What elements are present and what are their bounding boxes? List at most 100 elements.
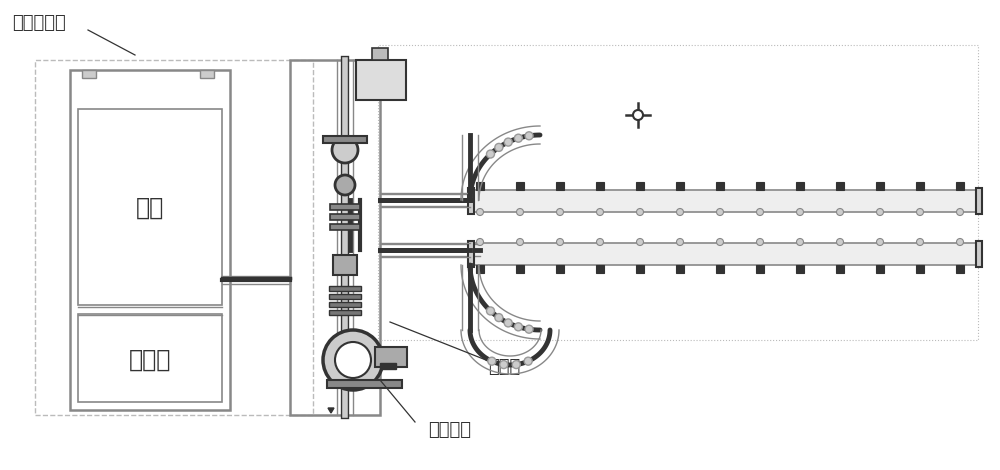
Circle shape <box>956 238 964 245</box>
Bar <box>330 204 360 210</box>
Circle shape <box>757 209 764 216</box>
Circle shape <box>916 209 924 216</box>
Bar <box>916 182 924 190</box>
Circle shape <box>477 238 484 245</box>
Text: 复合冷却塔: 复合冷却塔 <box>12 14 66 32</box>
Bar <box>470 190 980 212</box>
Bar <box>556 182 564 190</box>
Bar <box>756 265 764 273</box>
Circle shape <box>836 238 844 245</box>
Bar <box>476 265 484 273</box>
Circle shape <box>516 238 524 245</box>
Polygon shape <box>328 408 334 413</box>
Bar <box>596 265 604 273</box>
Bar <box>35 60 313 415</box>
Bar <box>333 255 357 275</box>
Bar <box>82 70 96 78</box>
Text: 分配器: 分配器 <box>488 358 520 376</box>
Circle shape <box>335 342 371 378</box>
Bar <box>470 243 980 265</box>
Bar <box>330 224 360 230</box>
Bar <box>200 70 214 78</box>
Bar <box>329 302 361 307</box>
Circle shape <box>836 209 844 216</box>
Circle shape <box>596 238 604 245</box>
Circle shape <box>495 313 503 321</box>
Circle shape <box>757 238 764 245</box>
Bar <box>836 265 844 273</box>
Bar <box>323 136 367 143</box>
Bar <box>476 182 484 190</box>
Text: 风机: 风机 <box>136 196 164 220</box>
Bar <box>836 182 844 190</box>
Bar <box>596 182 604 190</box>
Circle shape <box>876 238 884 245</box>
Circle shape <box>525 325 533 333</box>
Bar <box>468 241 474 267</box>
Bar <box>676 265 684 273</box>
Circle shape <box>525 132 533 140</box>
Bar <box>329 310 361 315</box>
Bar <box>327 380 402 388</box>
Circle shape <box>335 175 355 195</box>
Circle shape <box>487 150 495 158</box>
Bar <box>78 109 222 305</box>
Bar <box>556 265 564 273</box>
Bar <box>356 60 406 100</box>
Bar <box>70 70 230 410</box>
Bar <box>956 182 964 190</box>
Circle shape <box>596 209 604 216</box>
Bar <box>796 265 804 273</box>
Circle shape <box>495 143 503 151</box>
Circle shape <box>487 307 495 315</box>
Bar <box>380 363 396 369</box>
Bar <box>876 182 884 190</box>
Bar <box>375 347 407 367</box>
Circle shape <box>637 238 644 245</box>
Circle shape <box>516 209 524 216</box>
Bar <box>636 265 644 273</box>
Circle shape <box>323 330 383 390</box>
Bar <box>516 265 524 273</box>
Circle shape <box>514 134 522 142</box>
Circle shape <box>637 209 644 216</box>
Circle shape <box>796 209 804 216</box>
Circle shape <box>514 323 522 331</box>
Bar <box>716 182 724 190</box>
Circle shape <box>512 360 520 368</box>
Circle shape <box>796 238 804 245</box>
Bar <box>329 294 361 299</box>
Bar <box>676 182 684 190</box>
Circle shape <box>488 357 496 365</box>
Bar <box>329 286 361 291</box>
Text: 柜外管路: 柜外管路 <box>429 421 472 439</box>
Bar <box>756 182 764 190</box>
Bar <box>796 182 804 190</box>
Bar <box>372 48 388 60</box>
Bar <box>956 265 964 273</box>
Text: 散热器: 散热器 <box>129 348 171 372</box>
Circle shape <box>556 238 564 245</box>
Circle shape <box>504 319 512 327</box>
Bar <box>330 214 360 220</box>
Bar <box>916 265 924 273</box>
Circle shape <box>556 209 564 216</box>
Bar <box>468 188 474 214</box>
Bar <box>78 314 222 402</box>
Circle shape <box>716 209 724 216</box>
Bar <box>378 45 978 340</box>
Bar <box>976 241 982 267</box>
Bar <box>290 60 380 415</box>
Circle shape <box>524 357 532 365</box>
Circle shape <box>876 209 884 216</box>
Bar <box>636 182 644 190</box>
Bar <box>716 265 724 273</box>
Circle shape <box>504 138 512 146</box>
Circle shape <box>676 209 684 216</box>
Bar <box>976 188 982 214</box>
Circle shape <box>477 209 484 216</box>
Circle shape <box>633 110 643 120</box>
Circle shape <box>332 137 358 163</box>
Circle shape <box>716 238 724 245</box>
Circle shape <box>956 209 964 216</box>
